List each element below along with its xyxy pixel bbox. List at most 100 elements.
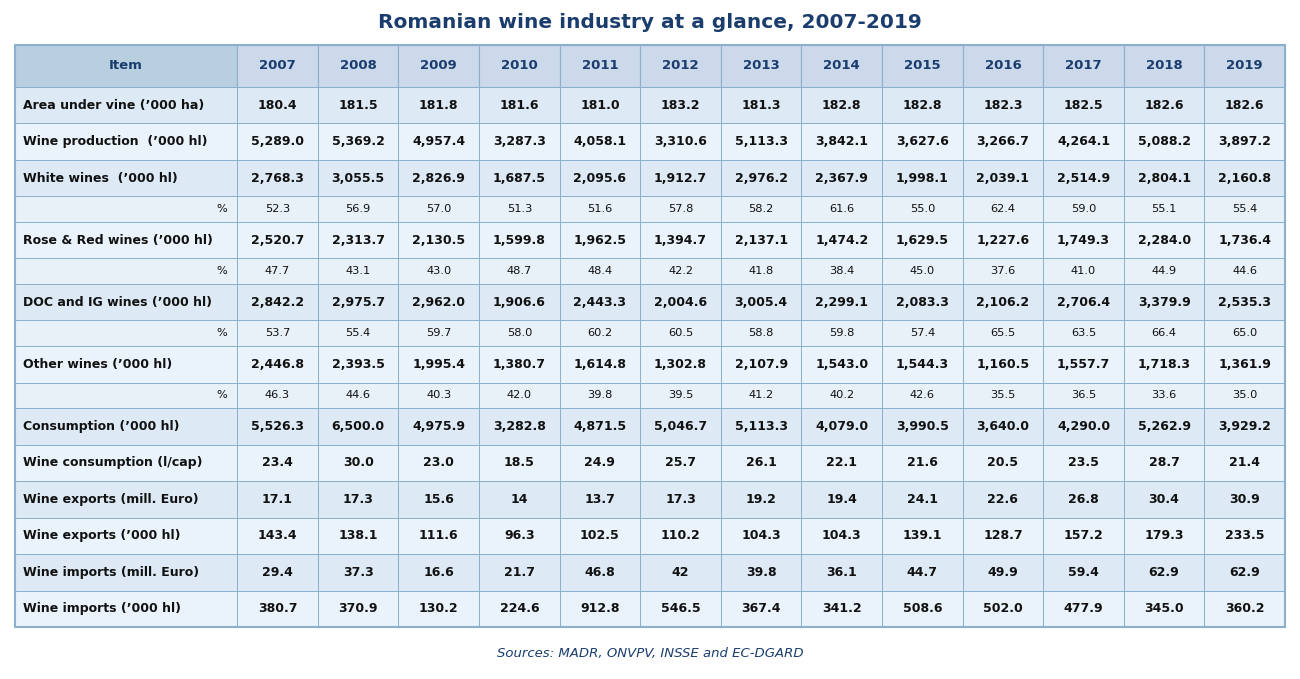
Text: 3,379.9: 3,379.9 <box>1138 296 1191 309</box>
Text: 182.6: 182.6 <box>1144 98 1184 111</box>
Bar <box>1204 45 1284 87</box>
Text: 42: 42 <box>672 566 689 579</box>
Text: 15.6: 15.6 <box>424 493 454 506</box>
Text: 3,266.7: 3,266.7 <box>976 135 1030 148</box>
Text: 57.8: 57.8 <box>668 204 693 214</box>
Bar <box>720 222 801 259</box>
Text: 508.6: 508.6 <box>902 602 942 615</box>
Text: 1,998.1: 1,998.1 <box>896 172 949 185</box>
Bar <box>801 320 881 346</box>
Text: 104.3: 104.3 <box>741 530 781 543</box>
Text: 14: 14 <box>511 493 528 506</box>
Bar <box>237 445 317 481</box>
Bar <box>559 196 640 222</box>
Bar <box>962 517 1043 554</box>
Bar <box>640 259 720 284</box>
Bar <box>559 382 640 408</box>
Bar <box>398 196 478 222</box>
Text: 179.3: 179.3 <box>1144 530 1184 543</box>
Bar <box>801 481 881 517</box>
Bar <box>317 124 398 160</box>
Text: 2,962.0: 2,962.0 <box>412 296 465 309</box>
Text: 4,957.4: 4,957.4 <box>412 135 465 148</box>
Bar <box>640 591 720 627</box>
Text: 1,906.6: 1,906.6 <box>493 296 546 309</box>
Text: 62.9: 62.9 <box>1230 566 1260 579</box>
Bar <box>881 517 962 554</box>
Text: 23.4: 23.4 <box>263 456 292 469</box>
Bar <box>1043 320 1123 346</box>
Bar <box>640 87 720 124</box>
Bar <box>720 45 801 87</box>
Text: 66.4: 66.4 <box>1152 328 1176 338</box>
Bar <box>16 320 237 346</box>
Text: 104.3: 104.3 <box>822 530 862 543</box>
Bar <box>398 284 478 320</box>
Bar <box>1204 591 1284 627</box>
Bar <box>237 408 317 445</box>
Text: 1,227.6: 1,227.6 <box>976 234 1030 246</box>
Bar <box>398 222 478 259</box>
Text: 157.2: 157.2 <box>1063 530 1104 543</box>
Bar <box>962 554 1043 591</box>
Bar <box>16 45 237 87</box>
Text: 143.4: 143.4 <box>257 530 298 543</box>
Bar <box>1043 408 1123 445</box>
Bar <box>16 591 237 627</box>
Text: 1,912.7: 1,912.7 <box>654 172 707 185</box>
Text: 45.0: 45.0 <box>910 266 935 276</box>
Bar <box>1043 45 1123 87</box>
Text: 1,736.4: 1,736.4 <box>1218 234 1271 246</box>
Text: 341.2: 341.2 <box>822 602 862 615</box>
Text: 2,083.3: 2,083.3 <box>896 296 949 309</box>
Bar <box>881 196 962 222</box>
Text: 16.6: 16.6 <box>424 566 454 579</box>
Bar <box>1123 196 1204 222</box>
Text: 55.4: 55.4 <box>1232 204 1257 214</box>
Bar <box>16 382 237 408</box>
Bar <box>801 222 881 259</box>
Bar <box>317 591 398 627</box>
Bar <box>881 45 962 87</box>
Bar <box>720 346 801 382</box>
Text: 2,095.6: 2,095.6 <box>573 172 627 185</box>
Bar <box>478 517 559 554</box>
Text: 110.2: 110.2 <box>660 530 701 543</box>
Bar <box>801 87 881 124</box>
Text: 1,361.9: 1,361.9 <box>1218 358 1271 371</box>
Bar <box>881 481 962 517</box>
Bar <box>559 124 640 160</box>
Text: 4,975.9: 4,975.9 <box>412 420 465 433</box>
Text: Item: Item <box>109 60 143 73</box>
Text: 59.4: 59.4 <box>1069 566 1098 579</box>
Bar <box>478 284 559 320</box>
Bar <box>640 45 720 87</box>
Bar <box>1123 517 1204 554</box>
Bar <box>478 346 559 382</box>
Bar <box>1204 517 1284 554</box>
Bar <box>478 87 559 124</box>
Text: 3,287.3: 3,287.3 <box>493 135 546 148</box>
Text: 46.3: 46.3 <box>265 390 290 401</box>
Text: 139.1: 139.1 <box>902 530 942 543</box>
Bar <box>1204 554 1284 591</box>
Bar <box>720 591 801 627</box>
Text: 111.6: 111.6 <box>419 530 459 543</box>
Bar <box>801 445 881 481</box>
Text: 20.5: 20.5 <box>988 456 1018 469</box>
Bar <box>962 222 1043 259</box>
Text: 233.5: 233.5 <box>1225 530 1265 543</box>
Text: 58.2: 58.2 <box>749 204 774 214</box>
Bar <box>16 87 237 124</box>
Text: 6,500.0: 6,500.0 <box>332 420 385 433</box>
Bar <box>559 517 640 554</box>
Text: 3,055.5: 3,055.5 <box>332 172 385 185</box>
Bar <box>962 481 1043 517</box>
Bar <box>237 481 317 517</box>
Text: 3,627.6: 3,627.6 <box>896 135 949 148</box>
Text: 1,544.3: 1,544.3 <box>896 358 949 371</box>
Bar <box>801 346 881 382</box>
Bar <box>478 554 559 591</box>
Text: 182.3: 182.3 <box>983 98 1023 111</box>
Bar <box>1204 124 1284 160</box>
